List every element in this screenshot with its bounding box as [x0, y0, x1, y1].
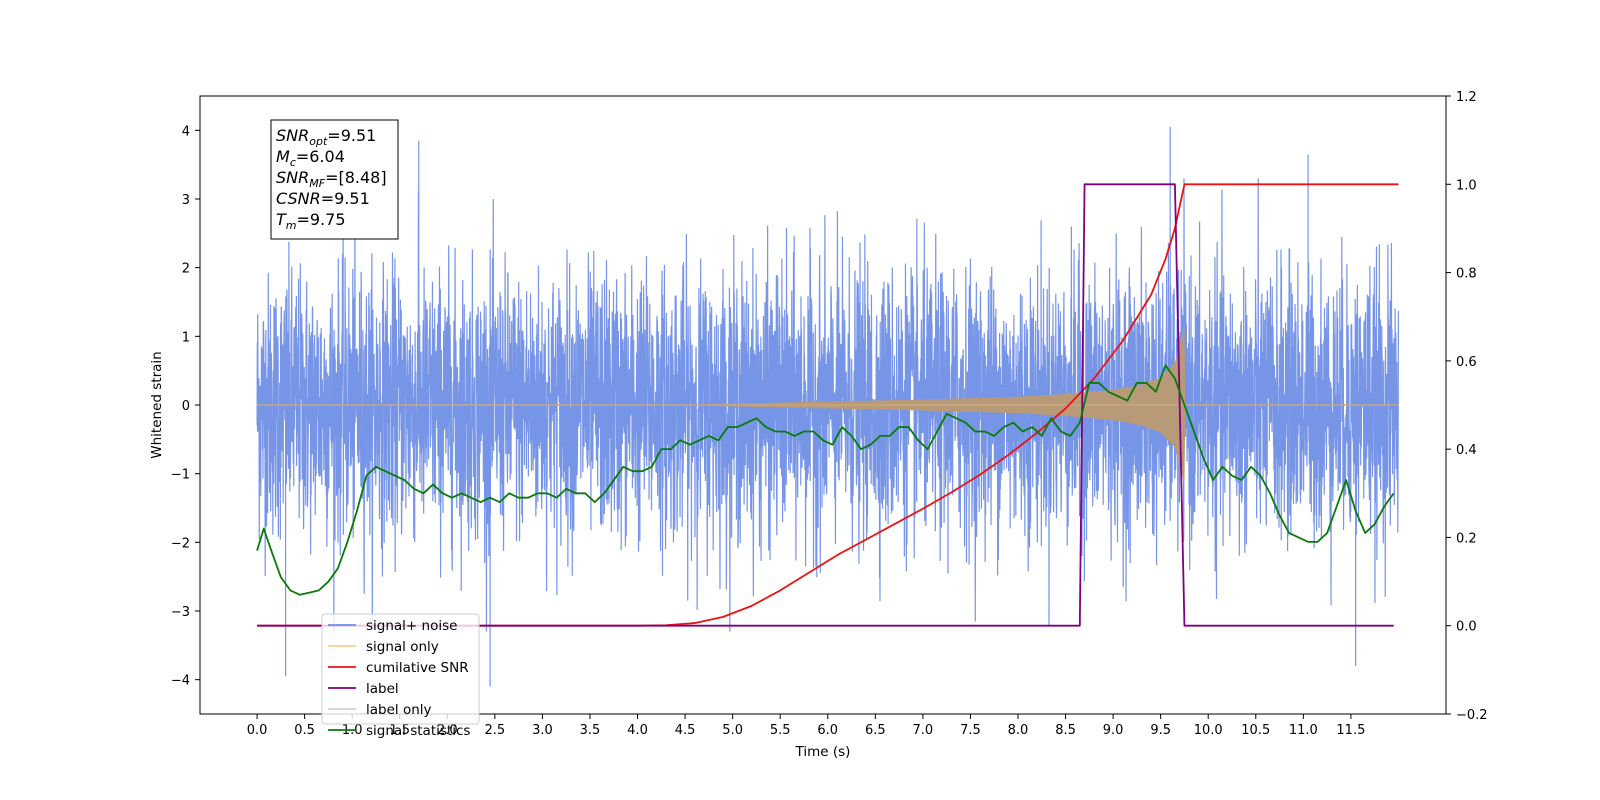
y-axis-label: Whitened strain	[149, 351, 165, 458]
legend-item-label: signal only	[366, 639, 439, 655]
y2-tick-label: −0.2	[1456, 708, 1488, 723]
y-tick-label: −1	[171, 468, 190, 483]
x-tick-label: 2.5	[485, 723, 506, 738]
y-tick-label: 1	[182, 330, 190, 345]
legend-item-label: label	[366, 681, 399, 697]
x-tick-label: 9.0	[1103, 723, 1124, 738]
x-tick-label: 1.5	[389, 723, 410, 738]
x-tick-label: 7.0	[913, 723, 934, 738]
x-tick-label: 4.0	[627, 723, 648, 738]
x-tick-label: 10.0	[1194, 723, 1223, 738]
plot-area	[256, 126, 1400, 687]
legend-item-label: label only	[366, 702, 432, 718]
legend: signal+ noise signal only cumilative SNR la…	[321, 613, 480, 739]
y-tick-label: 4	[182, 124, 190, 139]
series-group	[256, 126, 1400, 687]
x-tick-label: 6.0	[817, 723, 838, 738]
x-tick-label: 5.5	[770, 723, 791, 738]
y-tick-label: −4	[171, 674, 190, 689]
annotation-line: SNRMF=[8.48]	[276, 168, 387, 190]
x-tick-label: 11.0	[1289, 723, 1318, 738]
y-tick-label: 3	[182, 193, 190, 208]
x-tick-label: 3.5	[580, 723, 601, 738]
annotation-line: SNRopt=9.51	[276, 126, 376, 148]
x-axis-label: Time (s)	[795, 744, 851, 760]
series-signal-noise-line	[256, 126, 1400, 687]
legend-item-label: signal statistics	[366, 723, 470, 739]
y2-tick-label: 0.4	[1456, 443, 1477, 458]
x-tick-label: 9.5	[1150, 723, 1171, 738]
x-tick-label: 3.0	[532, 723, 553, 738]
y-tick-label: −2	[171, 536, 190, 551]
y2-tick-label: 0.8	[1456, 267, 1477, 282]
series-signal-statistics-line	[256, 364, 1395, 596]
legend-item-label: cumilative SNR	[366, 660, 469, 676]
y-tick-label: 0	[182, 399, 190, 414]
y-tick-label: 2	[182, 262, 190, 277]
y2-tick-label: 1.0	[1456, 178, 1477, 193]
y-tick-label: −3	[171, 605, 190, 620]
annotation-line: CSNR=9.51	[276, 189, 370, 208]
series-label-line	[257, 183, 1394, 627]
y2-tick-label: 1.2	[1456, 90, 1477, 105]
x-tick-label: 7.5	[960, 723, 981, 738]
x-tick-label: 5.0	[722, 723, 743, 738]
x-tick-label: 2.0	[437, 723, 458, 738]
x-axis-ticks: 0.0 0.5 1.0 1.5 2.0 2.5 3.0 3.5 4.0 4.5 5.0 5.5 6.0 6…	[247, 714, 1365, 738]
x-tick-label: 4.5	[675, 723, 696, 738]
y-axis-ticks: 4 3 2 1 0 −1 −2 −3 −4	[171, 124, 200, 689]
annotation-box-frame	[270, 119, 399, 240]
y2-axis-ticks: 1.2 1.0 0.8 0.6 0.4 0.2 0.0 −0.2	[1446, 90, 1488, 723]
y2-tick-label: 0.0	[1456, 620, 1477, 635]
x-tick-label: 0.0	[247, 723, 268, 738]
x-tick-label: 0.5	[294, 723, 315, 738]
legend-frame	[321, 613, 480, 725]
annotation-line: Mc=6.04	[276, 147, 345, 169]
series-cumulative-snr-line	[257, 183, 1399, 627]
annotation-line: Tm=9.75	[276, 210, 346, 232]
x-tick-label: 10.5	[1241, 723, 1270, 738]
x-tick-label: 8.0	[1008, 723, 1029, 738]
y2-tick-label: 0.6	[1456, 355, 1477, 370]
x-tick-label: 6.5	[865, 723, 886, 738]
y2-tick-label: 0.2	[1456, 531, 1477, 546]
x-tick-label: 11.5	[1336, 723, 1365, 738]
x-tick-label: 8.5	[1055, 723, 1076, 738]
legend-item-label: signal+ noise	[366, 618, 457, 634]
